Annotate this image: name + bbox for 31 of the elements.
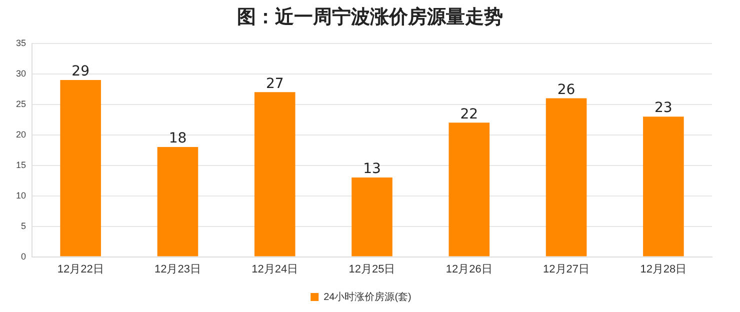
y-tick-label: 25 [16, 98, 26, 109]
x-tick-label: 12月28日 [640, 263, 687, 276]
bar [254, 92, 296, 256]
y-tick-label: 0 [20, 251, 26, 262]
bar [448, 122, 490, 256]
bar [352, 178, 392, 256]
x-tick-label: 12月26日 [446, 263, 492, 276]
bar [643, 116, 684, 256]
y-tick-label: 30 [16, 68, 26, 78]
x-tick-label: 12月24日 [252, 263, 298, 276]
x-tick-label: 12月25日 [348, 263, 396, 276]
data-label: 29 [72, 64, 90, 80]
bar [546, 98, 587, 256]
data-label: 13 [363, 161, 381, 178]
y-tick-label: 5 [20, 220, 26, 231]
data-label: 22 [460, 106, 478, 122]
x-tick-label: 12月22日 [57, 263, 104, 276]
legend-label: 24小时涨价房源(套) [324, 290, 412, 303]
data-label: 23 [654, 100, 672, 116]
x-tick-label: 12月27日 [543, 263, 590, 276]
y-tick-label: 35 [16, 38, 26, 48]
data-label: 18 [168, 130, 187, 147]
bar [157, 147, 198, 256]
chart-title: 图：近一周宁波涨价房源量走势 [236, 5, 504, 30]
y-tick-label: 15 [16, 160, 26, 170]
data-label: 27 [266, 76, 284, 92]
x-tick-label: 12月23日 [154, 263, 201, 276]
y-tick-label: 20 [16, 129, 26, 140]
y-tick-label: 10 [16, 190, 26, 200]
bar [60, 80, 101, 256]
data-label: 26 [557, 82, 576, 98]
